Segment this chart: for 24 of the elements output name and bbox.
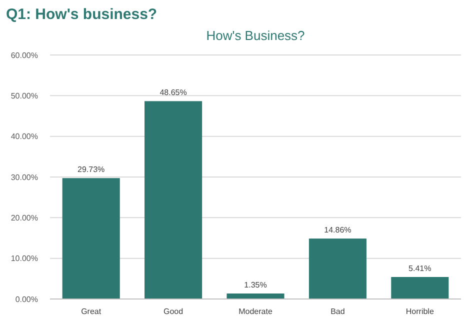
chart-title: Q1: How's business? xyxy=(6,6,158,23)
bar xyxy=(144,101,202,299)
bar xyxy=(391,277,449,299)
y-tick-label: 10.00% xyxy=(10,254,38,264)
x-tick-label: Horrible xyxy=(406,307,434,316)
y-tick-label: 40.00% xyxy=(10,132,38,142)
y-tick-label: 30.00% xyxy=(10,172,38,182)
data-label: 48.65% xyxy=(160,88,187,98)
bar xyxy=(308,238,366,299)
data-label: 14.86% xyxy=(324,226,352,235)
data-label: 5.41% xyxy=(408,264,432,273)
x-tick-label: Moderate xyxy=(238,307,273,316)
bar xyxy=(62,178,120,299)
data-label: 1.35% xyxy=(244,280,267,290)
y-tick-label: 20.00% xyxy=(10,213,38,222)
bar xyxy=(226,294,284,299)
x-tick-label: Bad xyxy=(330,307,345,316)
y-tick-label: 60.00% xyxy=(10,50,38,60)
x-tick-label: Good xyxy=(164,307,184,316)
data-label: 29.73% xyxy=(78,165,105,174)
y-tick-label: 0.00% xyxy=(15,294,38,304)
chart-subtitle: How's Business? xyxy=(206,28,305,43)
y-tick-label: 50.00% xyxy=(10,91,38,100)
x-tick-label: Great xyxy=(81,307,102,316)
